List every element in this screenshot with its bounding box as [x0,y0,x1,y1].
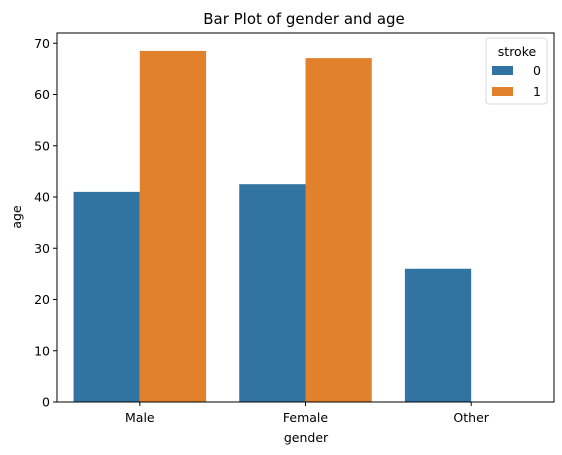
y-tick-label: 10 [34,343,50,358]
legend-title: stroke [498,44,537,59]
bars-group [73,50,472,403]
legend-entries: 01 [492,63,541,99]
x-axis: Male Female Other [125,402,490,425]
legend: stroke 01 [485,37,548,105]
legend-swatch-1 [492,87,513,96]
y-tick-label: 60 [34,87,50,102]
y-tick-label: 70 [34,36,50,51]
x-tick-label: Female [283,410,329,425]
legend-label-1: 1 [533,84,541,99]
legend-swatch-0 [492,66,513,75]
bar-female-stroke-1 [305,58,372,403]
y-tick-label: 0 [42,395,50,410]
x-tick-label: Male [125,410,155,425]
bar-other-stroke-0 [404,268,472,402]
y-tick-label: 30 [34,241,50,256]
chart-title: Bar Plot of gender and age [203,10,405,28]
y-axis-label: age [9,205,24,229]
bar-male-stroke-1 [139,50,207,402]
bar-female-stroke-0 [239,184,306,402]
y-tick-label: 40 [34,190,50,205]
legend-label-0: 0 [533,63,541,78]
y-tick-label: 20 [34,292,50,307]
y-tick-label: 50 [34,138,50,153]
bar-male-stroke-0 [73,191,140,402]
x-tick-label: Other [453,410,489,425]
x-axis-label: gender [284,430,329,445]
y-axis: 0 10 20 30 40 50 60 70 [34,36,57,410]
